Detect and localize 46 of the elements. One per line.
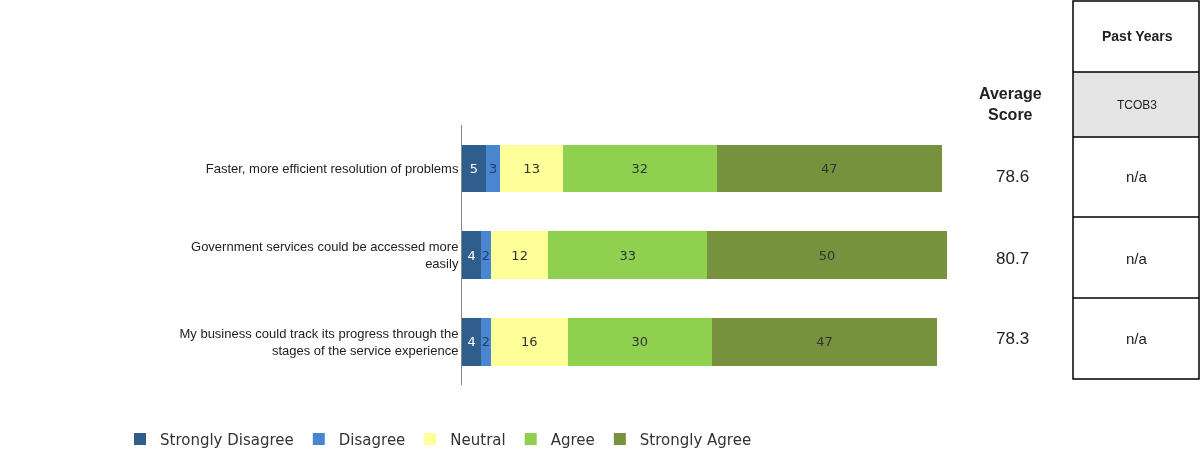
bar — [462, 231, 482, 279]
legend-label: Strongly Agree — [639, 430, 752, 449]
legend-label: Strongly Disagree — [160, 430, 294, 449]
data-label: 4 — [467, 247, 476, 263]
text: n/a — [1126, 250, 1148, 267]
y-tick-label: Faster, more efficient resolution of problems — [205, 160, 459, 176]
text: 80.7 — [996, 249, 1030, 268]
data-label: 12 — [511, 247, 528, 263]
bar — [490, 317, 568, 366]
bar — [716, 144, 943, 193]
data-label: 5 — [469, 160, 479, 176]
data-label: 16 — [520, 334, 538, 350]
bar — [481, 231, 491, 279]
data-label: 2 — [481, 247, 491, 263]
bar — [567, 317, 712, 366]
text: 78.6 — [996, 167, 1030, 186]
bar — [500, 144, 563, 193]
legend-label: Neutral — [450, 430, 506, 449]
data-label: 50 — [818, 247, 836, 263]
text: n/a — [1126, 330, 1148, 347]
legend-label: Agree — [550, 430, 595, 449]
data-label: 30 — [631, 334, 648, 350]
legend-label: Disagree — [338, 430, 406, 449]
bar — [548, 231, 707, 279]
text: TCOB3 — [1117, 98, 1158, 112]
bar — [706, 231, 947, 279]
text: 78.3 — [996, 329, 1030, 348]
data-label: 32 — [631, 160, 648, 176]
y-tick-label: My business could track its progress through the stages of the service experience — [179, 325, 459, 358]
text: Average Score — [979, 85, 1042, 123]
bar — [562, 144, 717, 193]
data-label: 13 — [523, 160, 540, 176]
data-label: 47 — [821, 160, 838, 176]
bar — [462, 317, 482, 366]
data-label: 33 — [619, 247, 636, 263]
data-label: 2 — [481, 334, 491, 350]
y-tick-label: Government services could be accessed more easily — [191, 239, 459, 271]
data-label: 47 — [816, 334, 833, 350]
text: n/a — [1126, 168, 1148, 185]
data-label: 4 — [467, 334, 476, 350]
bar — [481, 317, 491, 366]
bar — [490, 231, 549, 279]
bar — [711, 317, 938, 366]
data-label: 3 — [489, 160, 498, 176]
text: Past Years — [1102, 28, 1173, 44]
bar — [462, 144, 487, 193]
